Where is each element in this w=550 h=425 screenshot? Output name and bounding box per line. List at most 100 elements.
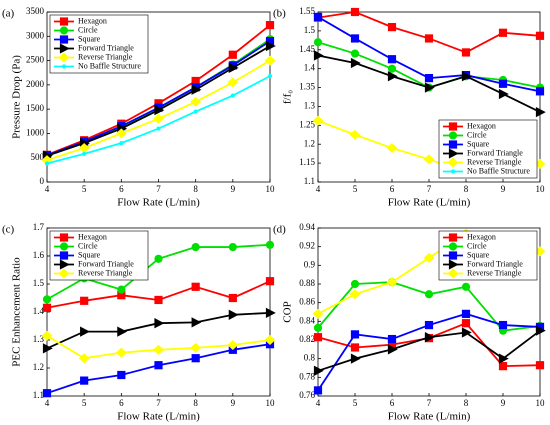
x-tick-label: 7: [427, 184, 432, 194]
marker: [313, 38, 323, 47]
x-tick-label: 10: [266, 398, 276, 408]
legend-label: Square: [78, 34, 101, 43]
y-tick-label: 0.78: [299, 371, 315, 381]
x-tick-label: 8: [464, 398, 469, 408]
marker: [41, 330, 53, 341]
x-axis-label: Flow Rate (L/min): [117, 197, 200, 209]
marker: [59, 17, 69, 26]
marker: [42, 343, 53, 354]
y-tick-label: 1.2: [304, 138, 315, 148]
marker: [448, 140, 458, 149]
legend-label: Forward Triangle: [467, 148, 523, 157]
marker: [61, 64, 67, 69]
x-tick-label: 4: [45, 398, 50, 408]
marker: [313, 50, 324, 61]
y-tick-label: 1.6: [33, 250, 45, 260]
marker: [115, 128, 127, 139]
y-tick-label: 1.45: [299, 44, 315, 54]
panel-label: (d): [273, 224, 286, 236]
marker: [312, 115, 324, 126]
legend-label: Reverse Triangle: [78, 52, 133, 61]
legend-label: Forward Triangle: [78, 259, 134, 268]
x-tick-label: 4: [45, 184, 50, 194]
marker: [350, 34, 360, 43]
marker: [117, 370, 126, 380]
marker: [227, 340, 239, 351]
marker: [387, 71, 398, 82]
marker: [154, 295, 163, 305]
marker: [350, 279, 360, 289]
y-tick-label: 1.3: [304, 101, 316, 111]
marker: [312, 308, 324, 319]
legend-label: No Baffle Structure: [78, 61, 141, 70]
legend-label: Square: [467, 250, 490, 259]
marker: [154, 104, 165, 116]
marker: [350, 57, 361, 69]
marker: [424, 290, 434, 299]
marker: [313, 365, 324, 376]
y-tick-label: 1000: [26, 127, 45, 137]
marker: [387, 64, 397, 73]
marker: [154, 318, 165, 329]
marker: [387, 334, 397, 344]
y-tick-label: 1.1: [304, 176, 315, 186]
marker: [58, 52, 70, 63]
x-tick-label: 7: [427, 398, 432, 408]
marker: [59, 251, 69, 260]
marker: [387, 23, 397, 32]
marker: [42, 303, 52, 312]
y-tick-label: 500: [31, 152, 45, 162]
y-tick-label: 1.35: [299, 82, 315, 92]
marker: [228, 242, 237, 252]
marker: [59, 43, 70, 54]
y-tick-label: 0.9: [304, 259, 316, 269]
legend-label: Reverse Triangle: [467, 268, 522, 277]
marker: [447, 157, 459, 168]
marker: [350, 330, 360, 339]
marker: [313, 12, 323, 22]
marker: [191, 282, 200, 291]
marker: [117, 285, 126, 294]
marker: [59, 242, 69, 251]
x-tick-label: 5: [353, 184, 358, 194]
marker: [80, 376, 89, 385]
x-tick-label: 4: [316, 184, 321, 194]
y-tick-label: 1.5: [304, 25, 316, 35]
y-tick-label: 1.5: [33, 278, 45, 288]
marker: [265, 40, 276, 52]
marker: [228, 293, 237, 303]
marker: [350, 343, 360, 352]
marker: [115, 347, 127, 358]
marker: [350, 353, 361, 364]
marker: [349, 129, 361, 140]
panel-label: (c): [2, 224, 15, 236]
marker: [424, 34, 434, 43]
legend-label: Forward Triangle: [78, 43, 134, 52]
x-tick-label: 4: [316, 398, 321, 408]
marker: [448, 148, 459, 159]
marker: [461, 71, 472, 82]
marker: [350, 49, 360, 58]
legend-label: Circle: [78, 25, 98, 34]
marker: [191, 354, 200, 363]
y-tick-label: 1.7: [33, 222, 45, 232]
legend-label: Reverse Triangle: [78, 268, 133, 277]
marker: [264, 334, 276, 346]
marker: [498, 353, 509, 364]
y-tick-label: 0: [40, 176, 45, 186]
y-tick-label: 0.82: [299, 334, 315, 344]
marker: [424, 320, 434, 330]
marker: [498, 28, 508, 37]
x-tick-label: 10: [536, 398, 546, 408]
y-axis-label: PEC Enhancement Ratio: [11, 257, 23, 367]
marker: [387, 55, 397, 64]
marker: [78, 353, 90, 364]
marker: [153, 113, 164, 124]
marker: [193, 109, 198, 114]
legend-label: Forward Triangle: [467, 259, 523, 268]
legend-label: Reverse Triangle: [467, 157, 522, 166]
x-tick-label: 5: [82, 398, 87, 408]
x-tick-label: 9: [501, 398, 506, 408]
marker: [535, 106, 546, 118]
